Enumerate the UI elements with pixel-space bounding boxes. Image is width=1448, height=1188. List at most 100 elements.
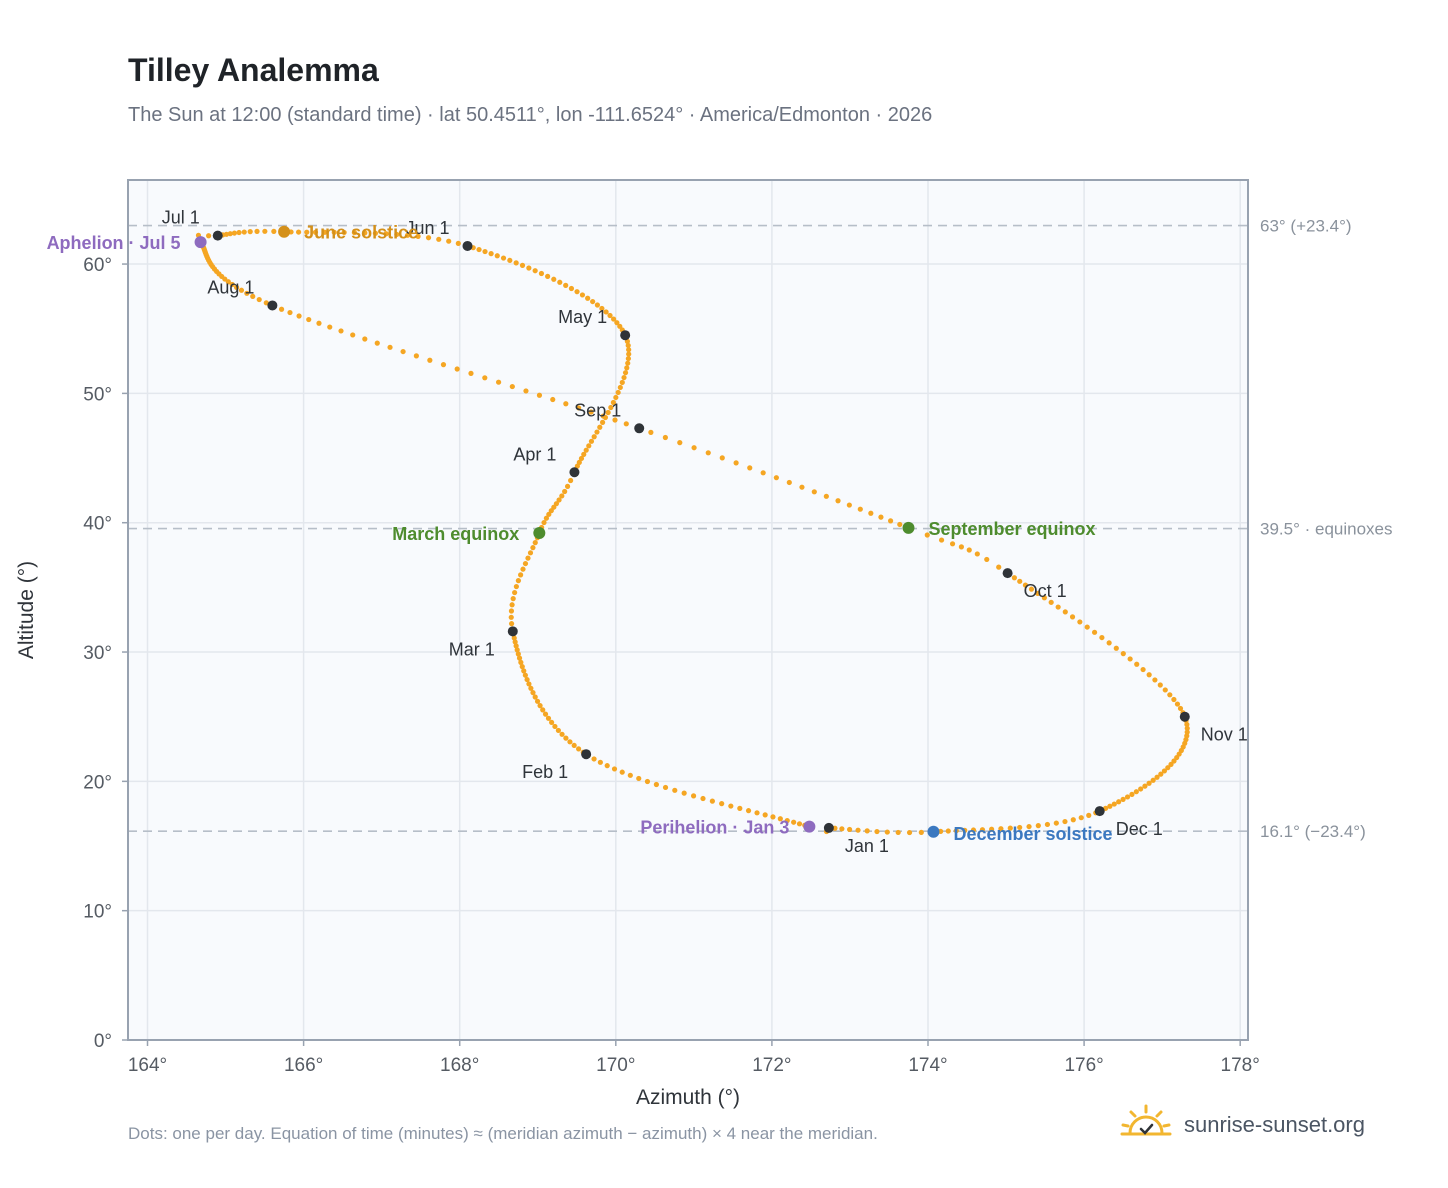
daily-dot [719,801,725,807]
daily-dot [262,228,268,234]
daily-dot [550,396,556,403]
event-marker [533,527,546,540]
daily-dot [878,514,884,520]
daily-dot [1028,586,1035,592]
daily-dot [527,550,534,556]
daily-dot [839,826,845,832]
daily-dot [953,828,959,834]
brand-logo[interactable]: sunrise-sunset.org [1120,1102,1365,1148]
daily-dot [295,229,302,235]
chart-title: Tilley Analemma [128,52,379,88]
month-marker [634,423,645,434]
event-label: December solstice [953,824,1112,844]
daily-dot [520,566,526,572]
daily-dot [515,578,522,584]
daily-dot [1107,803,1113,809]
daily-dot [1113,645,1119,651]
daily-dot [581,451,587,457]
daily-dot [562,488,568,495]
daily-dot [563,735,569,741]
daily-dot [553,501,560,507]
daily-dot [576,459,582,465]
daily-dot [543,515,550,521]
daily-dot [536,392,543,398]
daily-dot [522,560,529,567]
daily-dot [524,676,530,683]
daily-dot [234,284,240,290]
daily-dot [351,229,357,236]
daily-dot [559,493,565,499]
daily-dot [513,583,519,590]
daily-dot [1184,729,1190,735]
daily-dot [1154,774,1160,780]
daily-dot [241,229,247,235]
month-marker [212,230,223,241]
daily-dot [864,828,870,834]
axis-ticks: 164° 166° 168° 170° 172° 174° 176° 178° 0° 10° 20°… [83,255,1260,1076]
chart-subtitle: The Sun at 12:00 (standard time) · lat 5… [128,104,933,126]
daily-dot [597,424,603,430]
daily-dot [523,388,529,394]
daily-dot [1055,604,1061,610]
daily-dot [206,233,212,239]
daily-dot [545,273,551,279]
month-marker [620,330,631,341]
daily-dot [600,413,606,419]
daily-dot [1174,701,1181,707]
daily-dot [225,279,231,285]
daily-dot [521,668,527,674]
daily-dot [949,541,956,547]
daily-dot [296,313,302,319]
daily-dot [532,694,538,700]
month-marker [569,467,580,478]
daily-dot [579,292,586,298]
daily-dot [556,497,562,503]
daily-dot [545,715,552,721]
daily-dot [611,766,618,772]
month-marker [462,240,473,251]
daily-dot [897,521,903,528]
x-axis-label: Azimuth (°) [636,1086,740,1109]
daily-dot [510,596,516,602]
x-tick-label: 172° [752,1055,791,1076]
x-tick-label: 178° [1221,1055,1260,1076]
daily-dot [567,739,573,745]
daily-dot [508,621,515,627]
daily-dot [238,287,245,293]
daily-dot [514,647,520,653]
daily-dot [728,803,734,809]
daily-dot [1035,590,1041,596]
daily-dot [519,664,525,670]
daily-dot [1111,801,1117,807]
y-tick-label: 30° [83,643,112,664]
daily-dot [1161,768,1168,774]
daily-dot [400,348,406,355]
daily-dot [534,698,541,704]
daily-dot [1084,624,1090,630]
daily-dot [600,419,606,425]
daily-dot [625,342,631,349]
daily-dot [404,232,411,238]
daily-dot [607,312,613,319]
event-marker [927,825,940,838]
daily-dot [250,293,256,299]
daily-dot [1035,823,1041,829]
daily-dot [278,306,285,312]
daily-dot [823,493,829,499]
daily-dot [236,229,242,236]
daily-dot [546,511,552,517]
daily-dot [612,417,618,423]
daily-dot [799,484,805,490]
daily-dot [571,742,577,749]
daily-dot [594,302,600,308]
month-marker [1094,806,1105,817]
daily-dot [762,812,768,818]
daily-dot [627,772,633,778]
daily-dot [588,438,595,444]
month-label: Mar 1 [449,639,495,659]
daily-dot [1011,575,1017,581]
daily-dot [1177,705,1184,712]
daily-dot [247,229,253,235]
daily-dot [615,389,621,396]
analemma-curve [195,228,1190,836]
